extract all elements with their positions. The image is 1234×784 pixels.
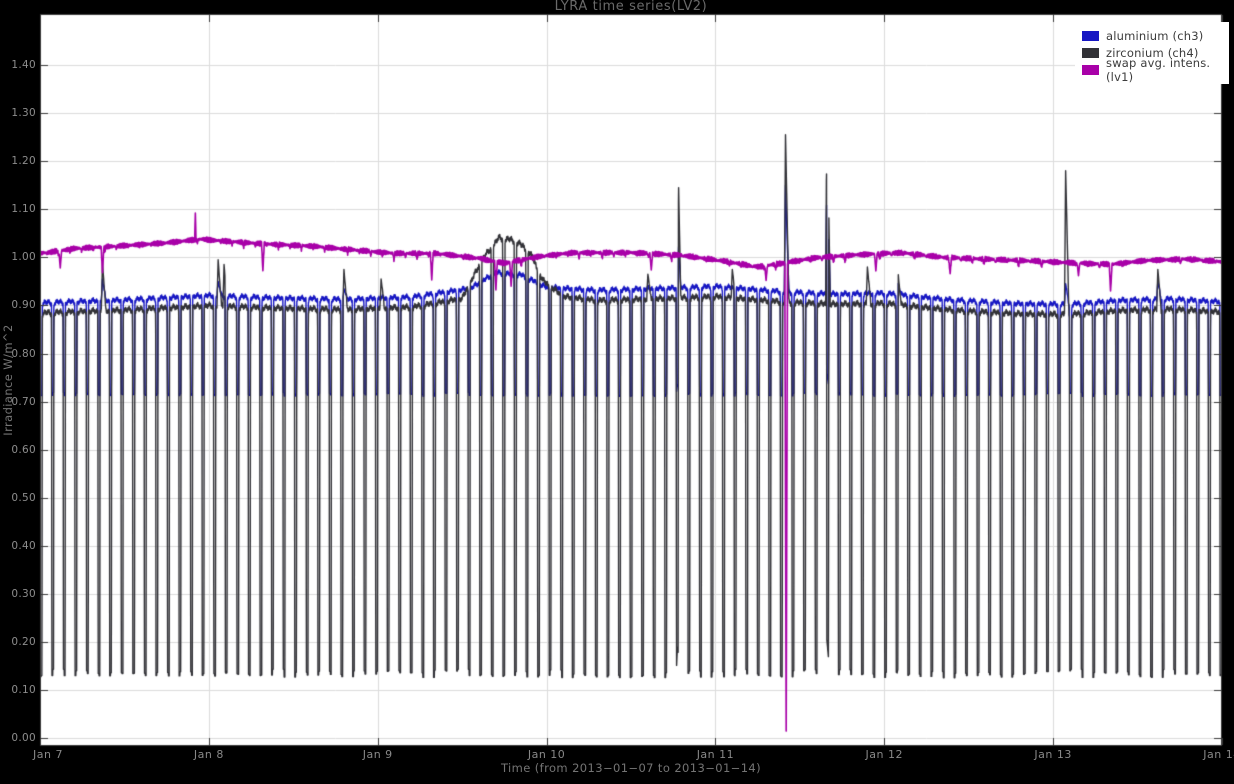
legend-color-swatch (1082, 64, 1099, 75)
legend-color-swatch (1082, 30, 1099, 41)
legend-item: swap avg. intens. (lv1) (1075, 56, 1229, 84)
legend-label: aluminium (ch3) (1106, 28, 1204, 43)
legend: aluminium (ch3) zirconium (ch4) swap avg. … (1075, 22, 1229, 84)
legend-color-swatch (1082, 47, 1099, 58)
legend-label: swap avg. intens. (lv1) (1106, 55, 1211, 84)
legend-item: zirconium (ch4) (1075, 44, 1229, 61)
legend-item: aluminium (ch3) (1075, 27, 1229, 44)
legend-label: zirconium (ch4) (1106, 45, 1199, 60)
